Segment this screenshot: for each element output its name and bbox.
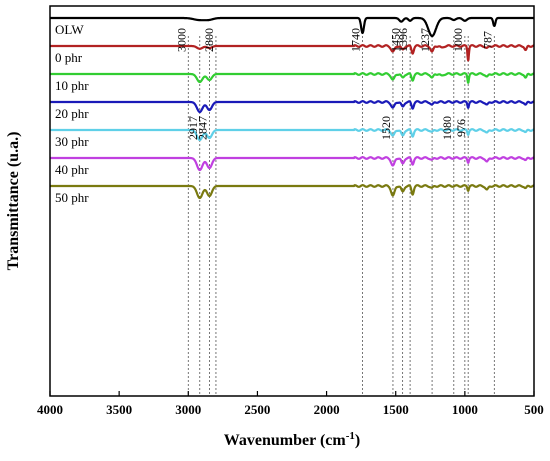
- peak-label-9: 2847: [195, 116, 209, 140]
- series-line-0: [49, 16, 535, 38]
- series-label-0: OLW: [55, 22, 84, 37]
- x-tick-label-7: 500: [524, 402, 544, 417]
- series-line-4: [49, 128, 535, 142]
- series-line-1: [49, 44, 535, 62]
- x-tick-label-5: 1500: [383, 402, 409, 417]
- x-axis-title-sup: -1: [346, 430, 355, 442]
- spectra: [49, 16, 535, 200]
- x-tick-label-0: 4000: [37, 402, 63, 417]
- x-tick-label-4: 2000: [314, 402, 340, 417]
- reference-lines: [187, 36, 495, 396]
- peak-label-4: 1396: [396, 28, 410, 52]
- series-line-5: [49, 156, 535, 172]
- x-axis-ticks: 4000 3500 3000 2500 2000 1500 1000 500: [37, 391, 544, 417]
- series-labels: OLW 0 phr 10 phr 20 phr 30 phr 40 phr 50 phr: [55, 22, 89, 205]
- series-label-5: 40 phr: [55, 162, 89, 177]
- x-tick-label-2: 3000: [175, 402, 201, 417]
- x-tick-label-3: 2500: [244, 402, 270, 417]
- peak-label-11: 1080: [440, 116, 454, 140]
- series-line-3: [49, 100, 535, 114]
- series-label-3: 20 phr: [55, 106, 89, 121]
- series-line-2: [49, 72, 535, 84]
- x-axis-title-main: Wavenumber (cm: [224, 432, 347, 449]
- series-label-6: 50 phr: [55, 190, 89, 205]
- peak-label-10: 1520: [379, 116, 393, 140]
- peak-label-8: 2917: [186, 116, 200, 140]
- x-tick-label-1: 3500: [106, 402, 132, 417]
- peak-label-12: 976: [454, 119, 468, 137]
- x-tick-label-6: 1000: [452, 402, 478, 417]
- peak-label-7: 787: [480, 31, 494, 49]
- series-label-1: 0 phr: [55, 50, 83, 65]
- plot-frame: [49, 5, 535, 397]
- peak-label-1: 2800: [202, 28, 216, 52]
- peak-label-2: 1740: [349, 28, 363, 52]
- x-axis-title: Wavenumber (cm-1): [224, 430, 360, 449]
- peak-label-3: 1450: [389, 28, 403, 52]
- x-axis-title-close: ): [355, 432, 360, 449]
- peak-label-5: 1237: [418, 28, 432, 52]
- series-label-4: 30 phr: [55, 134, 89, 149]
- peak-label-6: 1000: [451, 28, 465, 52]
- series-line-6: [49, 184, 535, 200]
- y-axis-title: Transmittance (u.a.): [5, 132, 22, 271]
- peak-label-0: 3000: [174, 28, 188, 52]
- series-label-2: 10 phr: [55, 78, 89, 93]
